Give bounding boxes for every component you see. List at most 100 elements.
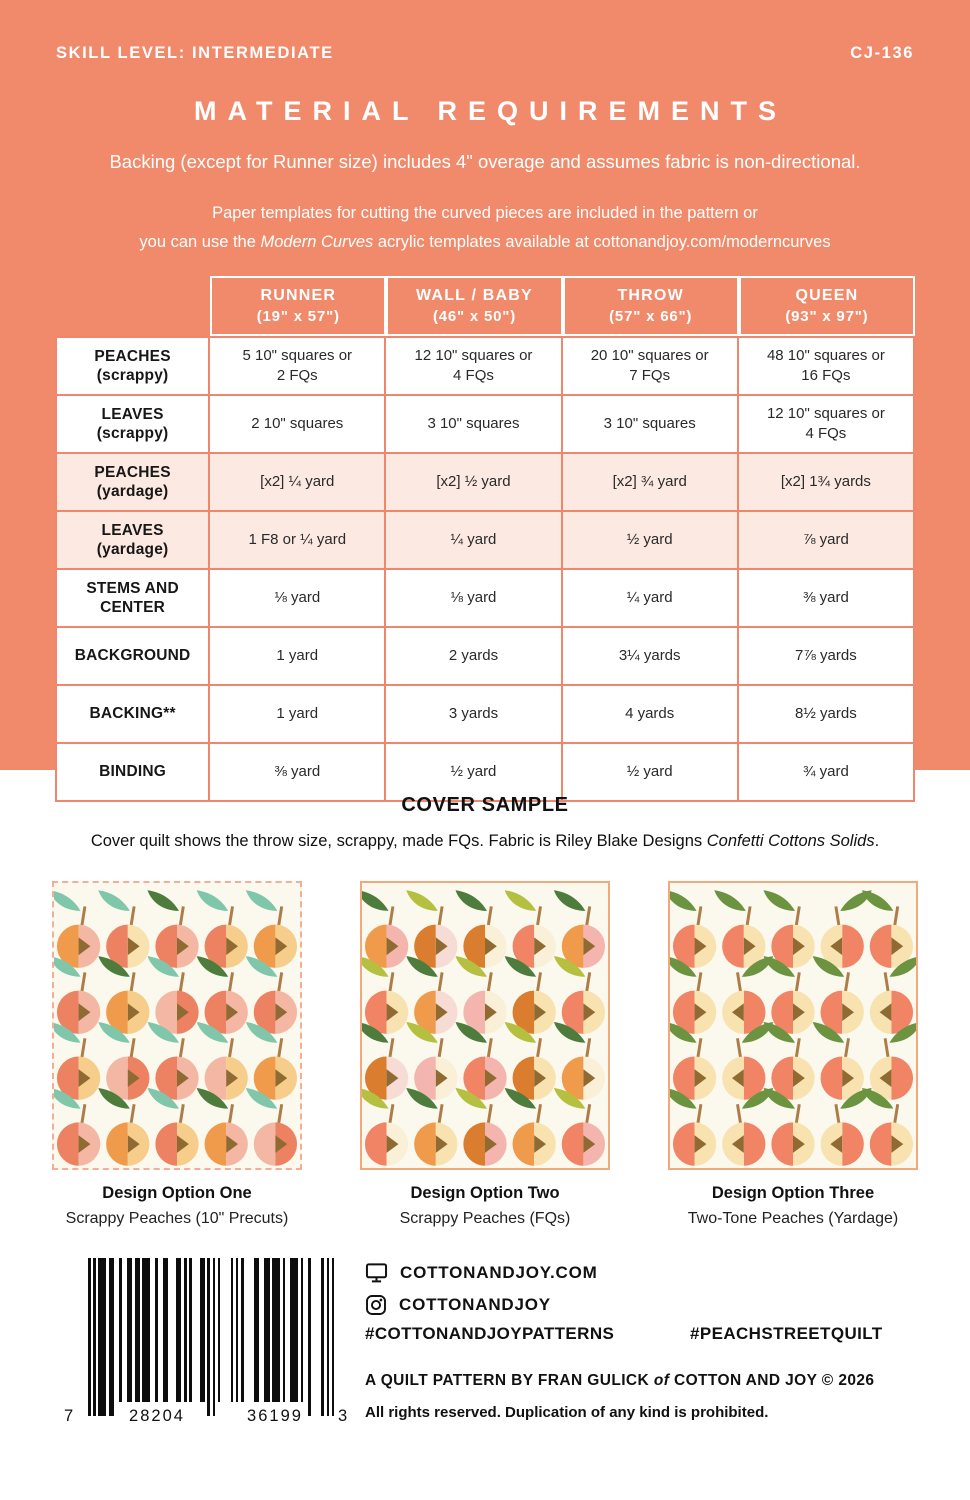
table-cell: ¼ yard — [562, 570, 739, 628]
cover-sample-title: COVER SAMPLE — [401, 794, 569, 816]
barcode-bar — [272, 1258, 275, 1402]
barcode-digit-group: 36199 — [247, 1407, 303, 1425]
table-cell: 1 yard — [210, 628, 387, 686]
design-option-1-title: Design Option One — [102, 1184, 252, 1202]
design-option-1-subtitle: Scrappy Peaches (10" Precuts) — [65, 1210, 289, 1227]
barcode-bar — [256, 1258, 260, 1402]
barcode-bar — [93, 1258, 96, 1416]
barcode-bar — [98, 1258, 101, 1416]
barcode-bar — [241, 1258, 244, 1402]
table-cell: 12 10" squares or 4 FQs — [738, 396, 915, 454]
barcode-digit-group: 28204 — [129, 1407, 185, 1425]
table-cell: ⅜ yard — [210, 744, 387, 802]
table-cell: [x2] ½ yard — [386, 454, 563, 512]
table-cell: ⅛ yard — [210, 570, 387, 628]
instagram-icon — [365, 1294, 387, 1316]
table-cell: ½ yard — [386, 744, 563, 802]
credit-pre: A QUILT PATTERN BY FRAN GULICK — [365, 1372, 650, 1389]
barcode-bar — [300, 1258, 304, 1402]
table-cell: ¾ yard — [738, 744, 915, 802]
table-cell: ½ yard — [562, 744, 739, 802]
barcode-bar — [103, 1258, 107, 1416]
materials-table-body: PEACHES (scrappy) 5 10" squares or 2 FQs 12… — [55, 336, 915, 802]
barcode-bar — [331, 1258, 335, 1416]
table-row: STEMS AND CENTER ⅛ yard ⅛ yard ¼ yard ⅜ yard — [55, 570, 915, 628]
barcode-bar — [326, 1258, 330, 1416]
table-cell: [x2] 1¾ yards — [738, 454, 915, 512]
barcode-digit: 3 — [338, 1407, 350, 1425]
quilt-panel — [52, 881, 302, 1170]
website-text: COTTONANDJOY.COM — [400, 1262, 598, 1282]
skill-level-label: SKILL LEVEL: INTERMEDIATE — [56, 44, 334, 62]
barcode-bar — [142, 1258, 146, 1402]
barcode-bars — [88, 1258, 335, 1416]
quilt-panel — [360, 881, 610, 1170]
cover-desc-italic: Confetti Cottons Solids — [706, 832, 875, 850]
barcode-bar — [183, 1258, 187, 1402]
credit-line: A QUILT PATTERN BY FRAN GULICK of COTTON… — [365, 1372, 874, 1390]
barcode-bar — [207, 1258, 210, 1416]
table-cell: ⅜ yard — [738, 570, 915, 628]
barcode-bar — [111, 1258, 114, 1416]
instagram-text: COTTONANDJOY — [399, 1295, 551, 1314]
templates-note: Paper templates for cutting the curved p… — [0, 199, 970, 257]
instagram-line: COTTONANDJOY — [365, 1294, 551, 1316]
table-cell: 3 10" squares — [386, 396, 563, 454]
table-cell: ¼ yard — [386, 512, 563, 570]
barcode: 7 28204 36199 3 — [62, 1258, 352, 1430]
barcode-bar — [178, 1258, 182, 1402]
table-cell: 1 yard — [210, 686, 387, 744]
table-row: PEACHES (scrappy) 5 10" squares or 2 FQs 12… — [55, 336, 915, 396]
barcode-bar — [290, 1258, 293, 1402]
website-line: COTTONANDJOY.COM — [365, 1262, 598, 1283]
barcode-bar — [254, 1258, 257, 1402]
design-option-3-title: Design Option Three — [711, 1184, 875, 1202]
credit-of: of — [653, 1372, 670, 1389]
row-label: LEAVES (yardage) — [55, 512, 211, 570]
design-option-2-subtitle: Scrappy Peaches (FQs) — [399, 1210, 571, 1227]
table-cell: 4 yards — [562, 686, 739, 744]
barcode-bar — [119, 1258, 122, 1402]
barcode-digit: 7 — [64, 1407, 76, 1425]
row-label: LEAVES (scrappy) — [55, 396, 211, 454]
barcode-bar — [217, 1258, 221, 1402]
table-cell: 3 10" squares — [562, 396, 739, 454]
hashtag-patterns: #COTTONANDJOYPATTERNS — [365, 1324, 615, 1343]
table-cell: 3 yards — [386, 686, 563, 744]
barcode-bar — [88, 1258, 91, 1416]
cover-sample-description: Cover quilt shows the throw size, scrapp… — [0, 832, 970, 851]
table-cell: 7⅞ yards — [738, 628, 915, 686]
table-cell: 2 10" squares — [210, 396, 387, 454]
templates-note-line1: Paper templates for cutting the curved p… — [212, 204, 758, 222]
table-cell: 2 yards — [386, 628, 563, 686]
table-row: PEACHES (yardage) [x2] ¼ yard [x2] ½ yard [x… — [55, 454, 915, 512]
barcode-bar — [212, 1258, 216, 1416]
table-cell: 1 F8 or ¼ yard — [210, 512, 387, 570]
barcode-bar — [274, 1258, 278, 1402]
barcode-bar — [199, 1258, 203, 1402]
table-cell: 20 10" squares or 7 FQs — [562, 336, 739, 396]
quilt-panel — [668, 881, 918, 1170]
hashtag-quilt: #PEACHSTREETQUILT — [690, 1324, 883, 1343]
barcode-bar — [295, 1258, 299, 1402]
table-row: BACKGROUND 1 yard 2 yards 3¼ yards 7⅞ yards — [55, 628, 915, 686]
barcode-bar — [308, 1258, 312, 1416]
table-cell: ⅞ yard — [738, 512, 915, 570]
row-label: BINDING — [55, 744, 211, 802]
row-label: BACKGROUND — [55, 628, 211, 686]
table-cell: 48 10" squares or 16 FQs — [738, 336, 915, 396]
barcode-bar — [163, 1258, 166, 1402]
table-cell: ⅛ yard — [386, 570, 563, 628]
templates-note-line2-pre: you can use the — [139, 233, 261, 251]
table-row: LEAVES (yardage) 1 F8 or ¼ yard ¼ yard ½ yar… — [55, 512, 915, 570]
column-header: WALL / BABY (46" x 50") — [386, 276, 563, 336]
barcode-bar — [266, 1258, 270, 1402]
barcode-bar — [108, 1258, 112, 1416]
barcode-bar — [100, 1258, 104, 1416]
barcode-bar — [176, 1258, 179, 1402]
table-cell: 12 10" squares or 4 FQs — [386, 336, 563, 396]
barcode-bar — [230, 1258, 234, 1402]
monitor-icon — [365, 1262, 388, 1283]
table-cell: [x2] ¼ yard — [210, 454, 387, 512]
